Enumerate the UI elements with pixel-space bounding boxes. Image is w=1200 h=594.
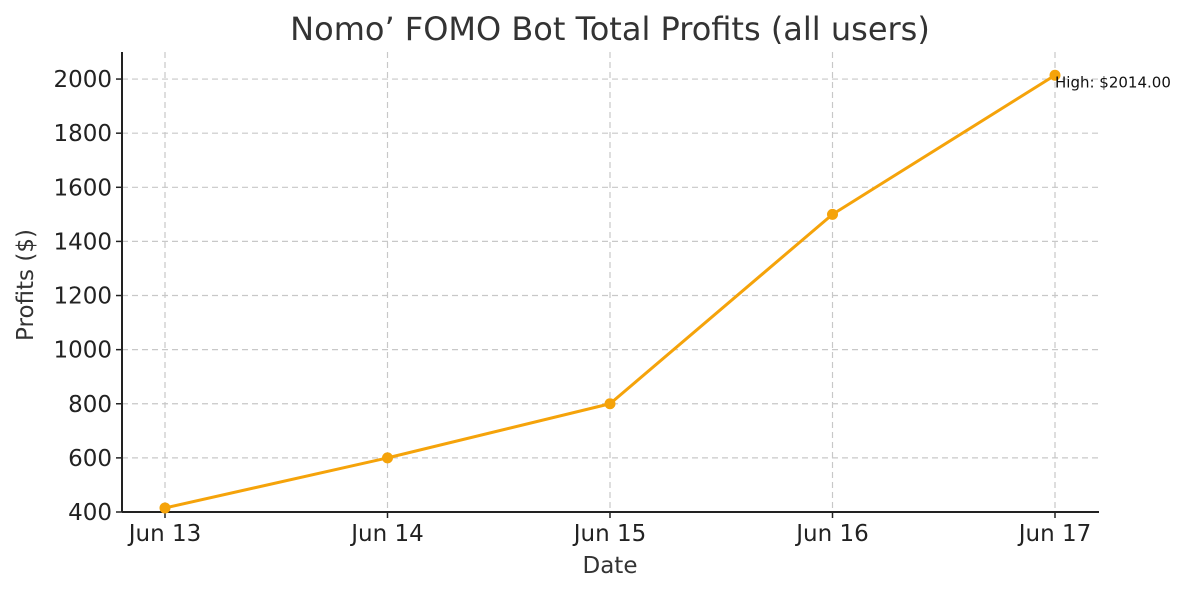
y-tick-label: 800 [68, 392, 112, 418]
y-tick-label: 1000 [53, 338, 112, 364]
x-tick-label: Jun 13 [127, 521, 202, 547]
grid-lines [122, 52, 1099, 513]
data-point [159, 502, 171, 514]
data-point [1049, 69, 1061, 81]
x-tick-label: Jun 17 [1017, 521, 1092, 547]
data-point [827, 208, 838, 220]
x-tick-label: Jun 16 [794, 521, 869, 547]
x-axis-label: Date [583, 553, 638, 579]
data-point [382, 452, 393, 464]
series-profits [159, 69, 1061, 514]
y-tick-label: 2000 [53, 67, 112, 93]
x-tick-label: Jun 14 [349, 521, 424, 547]
y-tick-label: 400 [68, 500, 112, 526]
high-annotation: High: $2014.00 [1055, 73, 1171, 91]
y-tick-label: 600 [68, 446, 112, 472]
y-axis-label: Profits ($) [13, 229, 39, 341]
y-tick-label: 1600 [53, 175, 112, 201]
y-tick-label: 1200 [53, 284, 112, 310]
x-axis-ticks: Jun 13 Jun 14 Jun 15 Jun 16 Jun 17 [127, 512, 1092, 547]
chart-title: Nomo’ FOMO Bot Total Profits (all users) [290, 10, 930, 48]
x-tick-label: Jun 15 [572, 521, 647, 547]
y-axis-ticks: 400 600 800 1000 1200 1400 1600 1800 2000 [53, 67, 122, 526]
data-point [604, 398, 616, 410]
y-tick-label: 1800 [53, 121, 112, 147]
y-tick-label: 1400 [53, 229, 112, 255]
